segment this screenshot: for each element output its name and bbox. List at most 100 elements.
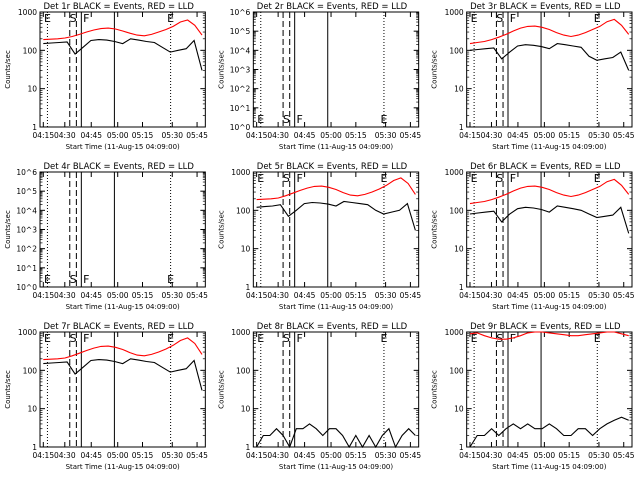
y-tick-label: 100 — [23, 46, 38, 55]
x-tick-label: 05:15 — [132, 451, 154, 460]
time-marker-label: F — [510, 12, 516, 25]
plot-frame — [252, 331, 420, 448]
x-tick-label: 05:30 — [588, 451, 610, 460]
lld-series-line — [469, 331, 629, 340]
chart-panel: Det 1r BLACK = Events, RED = LLD Counts/s… — [4, 2, 208, 151]
x-tick-label: 04:15 — [246, 451, 268, 460]
lld-series-line — [43, 19, 203, 41]
x-tick-label: 04:30 — [54, 451, 76, 460]
chart-panel: Det 3r BLACK = Events, RED = LLD Counts/s… — [431, 2, 635, 151]
x-tick-label: 05:45 — [613, 291, 635, 300]
time-marker-label: E — [471, 12, 478, 25]
time-marker-label: E — [471, 332, 478, 345]
y-tick-label: 10^1 — [16, 264, 37, 273]
x-tick-label: 04:30 — [481, 131, 503, 140]
chart-title: Det 4r BLACK = Events, RED = LLD — [43, 162, 194, 172]
x-tick-label: 05:00 — [534, 451, 556, 460]
y-tick-label: 1 — [459, 123, 464, 132]
x-tick-label: 05:30 — [375, 131, 397, 140]
y-tick-label: 1 — [32, 443, 37, 452]
x-tick-label: 04:45 — [507, 451, 529, 460]
x-tick-label: 04:30 — [267, 131, 289, 140]
x-tick-label: 04:30 — [481, 451, 503, 460]
x-tick-label: 05:15 — [558, 131, 580, 140]
plot-frame — [252, 171, 420, 288]
lld-series-line — [256, 177, 416, 201]
y-tick-label: 10^3 — [16, 226, 37, 235]
events-series-line — [43, 358, 203, 391]
x-tick-label: 05:00 — [107, 451, 129, 460]
time-marker-label: S — [70, 332, 77, 345]
y-tick-label: 10 — [454, 85, 464, 94]
x-tick-label: 04:45 — [507, 131, 529, 140]
y-axis-label: Counts/sec — [4, 50, 12, 89]
x-tick-label: 05:45 — [400, 291, 422, 300]
x-axis-label: Start Time (11-Aug-15 04:09:00) — [279, 463, 393, 471]
x-tick-label: 05:15 — [345, 451, 367, 460]
x-tick-label: 04:15 — [32, 131, 54, 140]
x-tick-label: 05:15 — [558, 291, 580, 300]
y-tick-label: 10^6 — [230, 8, 251, 17]
y-axis-label: Counts/sec — [4, 210, 12, 249]
events-series-line — [469, 205, 630, 234]
y-tick-label: 10^6 — [16, 168, 37, 177]
time-marker-label: E — [594, 12, 601, 25]
y-tick-label: 100 — [449, 206, 464, 215]
chart-title: Det 3r BLACK = Events, RED = LLD — [470, 2, 621, 12]
y-tick-label: 1 — [459, 443, 464, 452]
chart-title: Det 1r BLACK = Events, RED = LLD — [43, 2, 194, 12]
y-tick-label: 100 — [23, 366, 38, 375]
x-tick-label: 05:45 — [613, 131, 635, 140]
plot-frame — [252, 11, 420, 128]
plot-frame — [466, 11, 633, 128]
time-marker-label: E — [44, 332, 51, 345]
time-marker-label: F — [296, 172, 302, 185]
time-marker-label: E — [167, 273, 174, 286]
x-tick-label: 04:15 — [32, 451, 54, 460]
x-tick-label: 04:15 — [32, 291, 54, 300]
y-axis-label: Counts/sec — [217, 50, 225, 89]
time-marker-label: E — [44, 12, 51, 25]
y-tick-label: 10^4 — [16, 206, 37, 215]
chart-panel: Det 8r BLACK = Events, RED = LLD Counts/s… — [217, 322, 421, 471]
x-tick-label: 04:45 — [507, 291, 529, 300]
chart-panel: Det 5r BLACK = Events, RED = LLD Counts/s… — [217, 162, 421, 311]
x-axis-label: Start Time (11-Aug-15 04:09:00) — [279, 303, 393, 311]
events-series-line — [469, 43, 630, 71]
x-tick-label: 04:45 — [80, 451, 102, 460]
time-marker-label: S — [283, 113, 290, 126]
x-tick-label: 05:45 — [186, 451, 208, 460]
x-tick-label: 05:45 — [613, 451, 635, 460]
x-axis-label: Start Time (11-Aug-15 04:09:00) — [492, 303, 606, 311]
y-axis-label: Counts/sec — [217, 370, 225, 409]
chart-title: Det 6r BLACK = Events, RED = LLD — [470, 162, 621, 172]
x-axis-label: Start Time (11-Aug-15 04:09:00) — [279, 143, 393, 151]
x-tick-label: 04:30 — [267, 291, 289, 300]
chart-panel: Det 7r BLACK = Events, RED = LLD Counts/s… — [4, 322, 208, 471]
y-tick-label: 1000 — [18, 8, 37, 17]
plot-frame — [39, 11, 206, 128]
x-tick-label: 05:00 — [107, 291, 129, 300]
y-axis-label: Counts/sec — [4, 370, 12, 409]
time-marker-label: E — [471, 172, 478, 185]
plot-frame — [466, 171, 633, 288]
chart-title: Det 2r BLACK = Events, RED = LLD — [257, 2, 408, 12]
time-marker-label: F — [83, 332, 89, 345]
y-axis-label: Counts/sec — [217, 210, 225, 249]
time-marker-label: S — [496, 172, 503, 185]
x-tick-label: 04:45 — [294, 451, 316, 460]
time-marker-label: E — [594, 172, 601, 185]
time-marker-label: S — [70, 273, 77, 286]
time-marker-label: E — [167, 332, 174, 345]
time-marker-label: E — [380, 113, 387, 126]
x-tick-label: 05:30 — [161, 131, 183, 140]
y-tick-label: 10 — [454, 405, 464, 414]
plot-frame — [466, 331, 633, 448]
time-marker-label: E — [257, 113, 264, 126]
y-tick-label: 10^0 — [16, 283, 37, 292]
y-tick-label: 1 — [459, 283, 464, 292]
x-tick-label: 05:30 — [588, 131, 610, 140]
x-axis-label: Start Time (11-Aug-15 04:09:00) — [492, 143, 606, 151]
y-tick-label: 10 — [454, 245, 464, 254]
